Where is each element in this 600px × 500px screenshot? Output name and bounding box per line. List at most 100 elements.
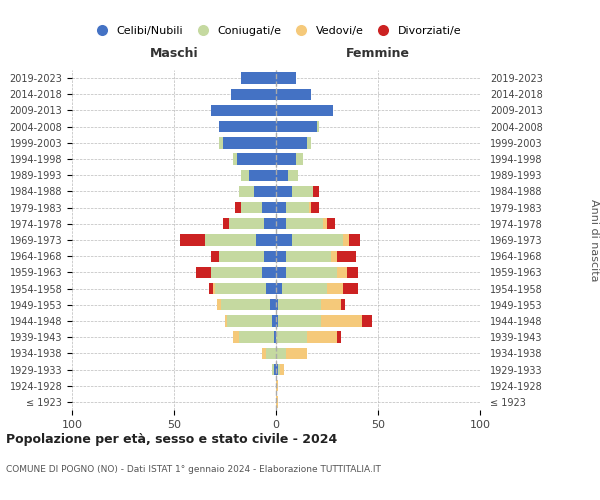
Bar (321, 299, 341, 310)
Bar (311, 202, 319, 213)
Bar (211, 266, 262, 278)
Y-axis label: Fasce di età: Fasce di età (0, 207, 2, 273)
Bar (343, 234, 349, 246)
Bar (337, 332, 341, 343)
Bar (276, 218, 286, 230)
Bar (321, 316, 362, 326)
Bar (286, 266, 337, 278)
Bar (256, 234, 276, 246)
Bar (280, 364, 284, 375)
Bar (276, 266, 286, 278)
Bar (223, 218, 229, 230)
Text: Popolazione per età, sesso e stato civile - 2024: Popolazione per età, sesso e stato civil… (6, 432, 337, 446)
Bar (221, 299, 270, 310)
Legend: Celibi/Nubili, Coniugati/e, Vedovi/e, Divorziati/e: Celibi/Nubili, Coniugati/e, Vedovi/e, Di… (86, 21, 466, 40)
Bar (337, 266, 347, 278)
Bar (276, 364, 278, 375)
Bar (327, 283, 343, 294)
Bar (250, 170, 276, 181)
Bar (286, 202, 308, 213)
Bar (276, 170, 288, 181)
Bar (211, 250, 219, 262)
Bar (276, 137, 307, 148)
Bar (307, 332, 337, 343)
Bar (196, 266, 211, 278)
Bar (205, 234, 256, 246)
Bar (276, 332, 307, 343)
Bar (219, 137, 223, 148)
Bar (213, 283, 215, 294)
Bar (180, 234, 205, 246)
Bar (272, 364, 274, 375)
Bar (239, 186, 254, 197)
Bar (233, 154, 237, 164)
Bar (276, 283, 282, 294)
Bar (276, 72, 296, 84)
Bar (274, 364, 276, 375)
Text: COMUNE DI POGNO (NO) - Dati ISTAT 1° gennaio 2024 - Elaborazione TUTTITALIA.IT: COMUNE DI POGNO (NO) - Dati ISTAT 1° gen… (6, 465, 381, 474)
Bar (292, 234, 343, 246)
Bar (266, 283, 276, 294)
Bar (327, 218, 335, 230)
Bar (209, 283, 213, 294)
Bar (262, 348, 266, 359)
Bar (262, 202, 276, 213)
Bar (219, 250, 264, 262)
Text: Femmine: Femmine (346, 47, 410, 60)
Bar (276, 202, 286, 213)
Bar (254, 186, 276, 197)
Bar (231, 88, 276, 100)
Bar (276, 154, 296, 164)
Bar (296, 154, 302, 164)
Bar (286, 250, 331, 262)
Bar (276, 234, 292, 246)
Bar (347, 266, 358, 278)
Bar (278, 316, 321, 326)
Bar (307, 137, 311, 148)
Bar (264, 218, 276, 230)
Bar (241, 72, 276, 84)
Bar (276, 105, 333, 116)
Bar (241, 170, 250, 181)
Bar (278, 299, 321, 310)
Bar (288, 170, 298, 181)
Bar (219, 121, 276, 132)
Bar (317, 121, 319, 132)
Bar (237, 154, 276, 164)
Bar (286, 218, 323, 230)
Bar (276, 380, 278, 392)
Bar (308, 202, 311, 213)
Bar (313, 186, 319, 197)
Bar (211, 105, 276, 116)
Bar (349, 234, 359, 246)
Bar (241, 202, 262, 213)
Bar (215, 283, 266, 294)
Bar (276, 186, 292, 197)
Bar (276, 316, 278, 326)
Bar (217, 299, 221, 310)
Bar (266, 348, 276, 359)
Bar (223, 137, 276, 148)
Bar (272, 316, 276, 326)
Bar (331, 250, 337, 262)
Bar (343, 283, 358, 294)
Bar (276, 348, 286, 359)
Bar (235, 202, 241, 213)
Bar (276, 88, 311, 100)
Bar (362, 316, 372, 326)
Bar (276, 121, 317, 132)
Bar (227, 316, 272, 326)
Bar (239, 332, 274, 343)
Bar (276, 299, 278, 310)
Bar (233, 332, 239, 343)
Bar (323, 218, 327, 230)
Bar (282, 283, 327, 294)
Bar (286, 348, 307, 359)
Bar (262, 266, 276, 278)
Text: Maschi: Maschi (149, 47, 199, 60)
Bar (276, 250, 286, 262)
Bar (270, 299, 276, 310)
Bar (292, 186, 313, 197)
Text: Anni di nascita: Anni di nascita (589, 198, 599, 281)
Bar (274, 332, 276, 343)
